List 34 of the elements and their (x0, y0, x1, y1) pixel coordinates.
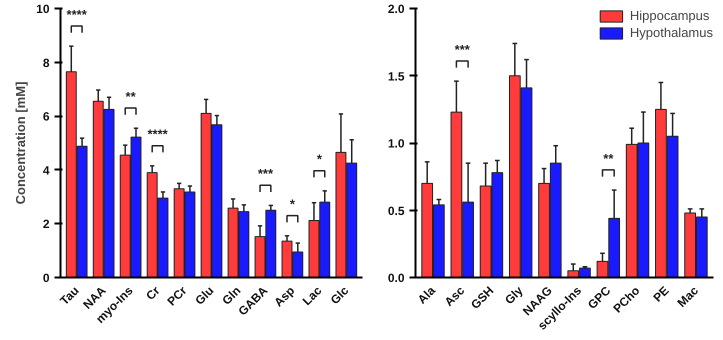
x-tick-label: Gly (502, 283, 526, 308)
annotation: ** (126, 88, 137, 104)
y-tick-label: 0.5 (388, 204, 405, 218)
x-tick-label: PCr (164, 283, 190, 309)
x-tick-label: Ala (414, 283, 438, 307)
x-tick-label: PE (650, 284, 672, 305)
y-tick-label: 6 (42, 110, 50, 124)
y-tick-label: 8 (42, 56, 50, 70)
y-tick-label: 4 (42, 163, 50, 178)
x-tick-label: Glc (328, 283, 352, 308)
y-tick-label: 0 (42, 271, 50, 285)
y-tick-label: 2.0 (388, 2, 405, 16)
y-tick-label: 10 (36, 2, 50, 16)
x-tick-label: Lac (300, 283, 325, 308)
annotation: **** (147, 126, 169, 142)
y-tick-label: 1.5 (388, 69, 405, 84)
annotation: *** (454, 42, 471, 57)
x-tick-label: Tau (57, 284, 82, 308)
annotation: * (290, 196, 296, 212)
y-tick-label: 0.0 (388, 271, 405, 285)
y-tick-label: 1.0 (388, 136, 405, 150)
x-tick-label: Asp (271, 284, 298, 310)
y-axis-title: Concentration [mM] (13, 82, 28, 204)
x-tick-label: Glu (192, 284, 216, 308)
annotation: ** (603, 150, 614, 166)
annotation: **** (66, 6, 88, 22)
y-tick-label: 2 (42, 217, 50, 232)
x-tick-label: Asc (442, 283, 468, 310)
annotation: *** (258, 166, 274, 182)
legend-label: Hippocampus (630, 8, 710, 23)
annotation: * (316, 152, 323, 167)
x-tick-label: Cr (143, 283, 163, 303)
legend-label: Hypothalamus (630, 25, 713, 40)
x-tick-label: Mac (674, 283, 702, 310)
